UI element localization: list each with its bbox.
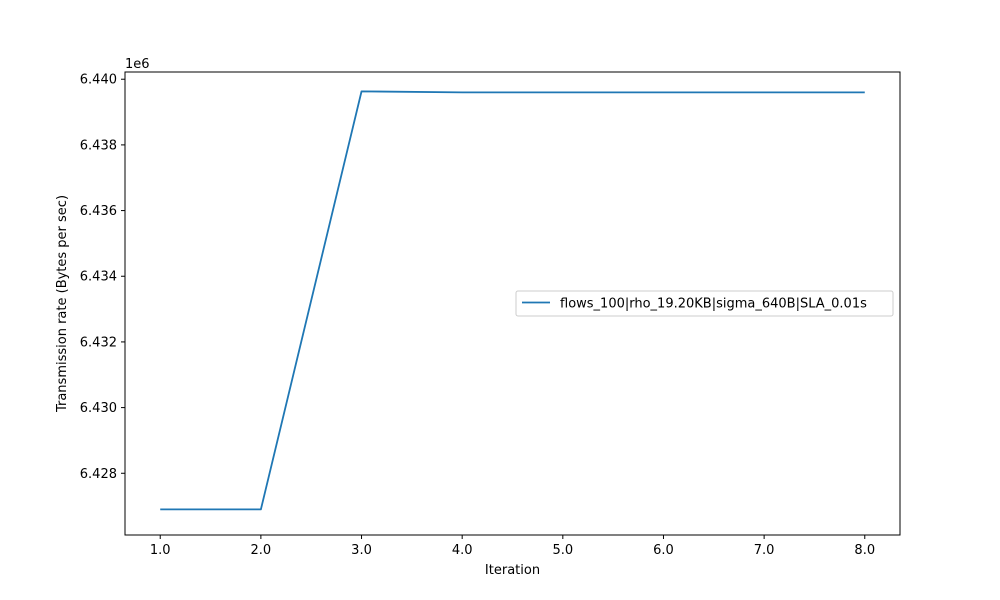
y-tick-label: 6.430 [80, 401, 117, 416]
y-offset-label: 1e6 [125, 57, 150, 72]
series-layer [160, 90, 865, 511]
y-axis: 6.428 6.430 6.432 6.434 6.436 6.438 6.440 [80, 73, 125, 482]
x-tick-label: 2.0 [251, 543, 272, 558]
x-tick-label: 4.0 [452, 543, 473, 558]
y-tick-label: 6.438 [80, 138, 117, 153]
x-tick-label: 1.0 [150, 543, 171, 558]
x-axis-label: Iteration [485, 563, 540, 578]
x-tick-label: 6.0 [653, 543, 674, 558]
x-tick-label: 7.0 [754, 543, 775, 558]
y-tick-label: 6.434 [80, 270, 117, 285]
y-tick-label: 6.432 [80, 335, 117, 350]
y-tick-label: 6.428 [80, 467, 117, 482]
legend: flows_100|rho_19.20KB|sigma_640B|SLA_0.0… [515, 290, 894, 317]
x-tick-label: 3.0 [351, 543, 372, 558]
legend-box [515, 290, 894, 317]
x-tick-label: 8.0 [854, 543, 875, 558]
y-axis-label: Transmission rate (Bytes per sec) [55, 195, 70, 413]
x-tick-label: 5.0 [552, 543, 573, 558]
x-axis: 1.0 2.0 3.0 4.0 5.0 6.0 7.0 8.0 [150, 535, 875, 558]
plot-frame [124, 71, 901, 536]
series-line [160, 90, 865, 511]
y-tick-label: 6.440 [80, 73, 117, 88]
y-tick-label: 6.436 [80, 204, 117, 219]
legend-label: flows_100|rho_19.20KB|sigma_640B|SLA_0.0… [560, 297, 867, 312]
